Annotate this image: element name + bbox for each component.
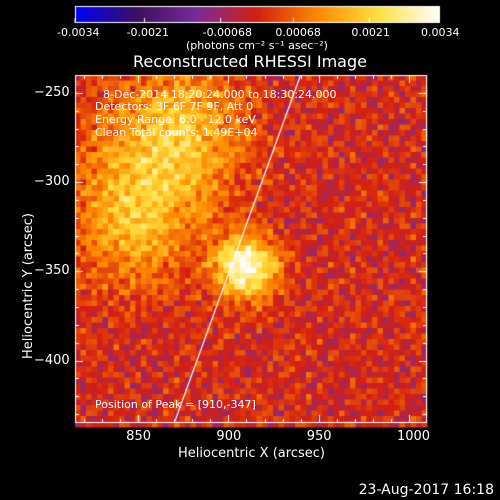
colorbar-tick-label: -0.0021 bbox=[126, 26, 170, 39]
colorbar-unit-label: (photons cm⁻² s⁻¹ asec⁻²) bbox=[186, 39, 328, 52]
x-tick-label: 1000 bbox=[396, 429, 431, 444]
timestamp-footer: 23-Aug-2017 16:18 bbox=[358, 482, 494, 498]
y-tick-label: −350 bbox=[34, 263, 70, 279]
x-tick-label: 900 bbox=[216, 429, 242, 444]
colorbar-tick-label: 0.0034 bbox=[421, 26, 460, 39]
colorbar-tick-label: -0.0034 bbox=[57, 26, 100, 39]
annotation-detectors: Detectors: 3F 6F 7F 9F, Att 0 bbox=[95, 100, 254, 113]
colorbar-tick-label: -0.00068 bbox=[202, 26, 253, 39]
annotation-clean: Clean Total counts: 1.49E+04 bbox=[95, 126, 258, 139]
y-tick-label: −400 bbox=[34, 352, 70, 368]
x-tick-label: 950 bbox=[306, 429, 332, 444]
y-tick-label: −300 bbox=[34, 174, 70, 190]
y-tick-label: −250 bbox=[34, 84, 70, 100]
colorbar-tick-label: 0.0021 bbox=[351, 26, 390, 39]
chart-title: Reconstructed RHESSI Image bbox=[133, 52, 367, 71]
y-axis-label: Heliocentric Y (arcsec) bbox=[21, 213, 36, 359]
x-axis-label: Heliocentric X (arcsec) bbox=[178, 446, 325, 461]
colorbar-tick-label: 0.00068 bbox=[275, 26, 321, 39]
annotation-peak: Position of Peak = [910,-347] bbox=[95, 398, 256, 411]
annotation-energy: Energy Range: 6.0 - 12.0 keV bbox=[95, 113, 256, 126]
x-tick-label: 850 bbox=[126, 429, 151, 444]
annotation-time-range: 8-Dec-2014 18:20:24.000 to 18:30:24.000 bbox=[103, 88, 337, 101]
